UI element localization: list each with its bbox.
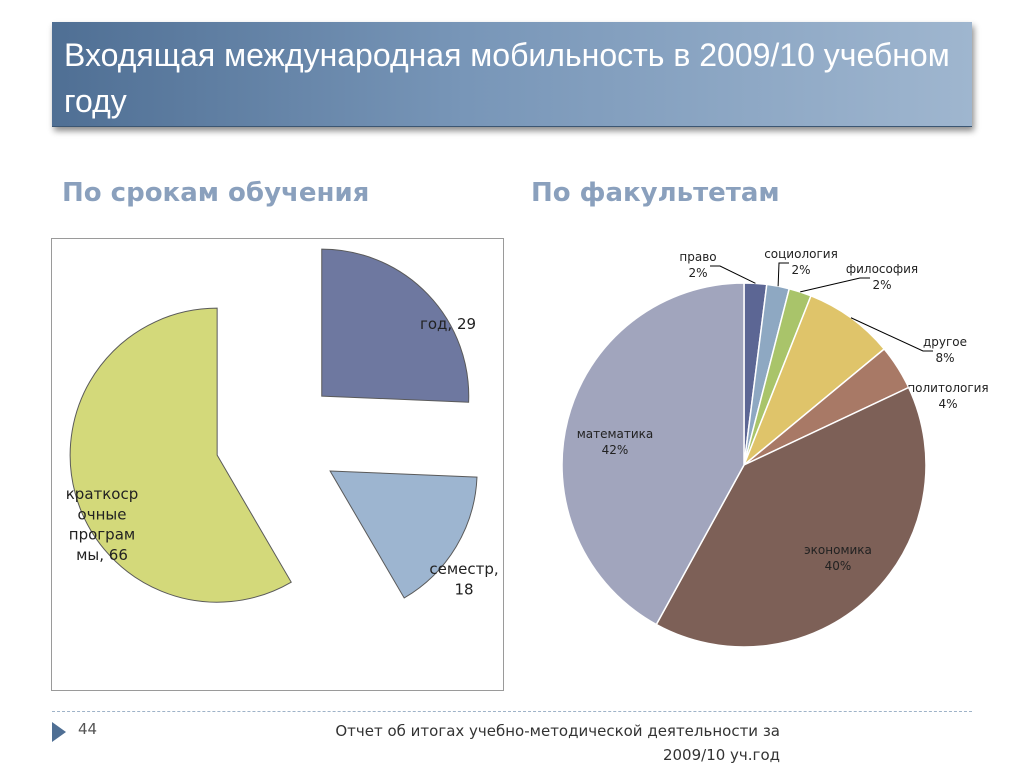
- duration-chart-frame: год, 29 семестр, 18 краткоср очные програм мы,…: [51, 238, 504, 691]
- faculty-slice-label-2: философия 2%: [846, 262, 918, 292]
- duration-slice-0: [321, 248, 470, 403]
- footer-text: Отчет об итогах учебно-методической деят…: [335, 722, 780, 764]
- page-number: 44: [78, 720, 98, 738]
- footer-divider: [52, 711, 972, 712]
- duration-slice-2: [69, 307, 292, 603]
- slide-title: Входящая международная мобильность в 200…: [64, 37, 950, 119]
- right-chart-heading: По факультетам: [531, 178, 780, 208]
- faculty-slice-label-0: право 2%: [679, 250, 716, 280]
- faculty-slice-label-3: другое 8%: [923, 335, 967, 365]
- footer-arrow-icon: [52, 722, 66, 742]
- faculty-slice-6: [561, 282, 745, 626]
- faculty-slice-3: [743, 294, 886, 466]
- faculty-leader-line-2: [800, 277, 870, 293]
- faculty-leader-line-0: [710, 265, 756, 284]
- faculty-leader-line-3: [850, 317, 933, 352]
- duration-slice-label-2: краткоср очные програм мы, 66: [66, 485, 139, 564]
- title-bar: Входящая международная мобильность в 200…: [52, 22, 972, 127]
- faculty-slice-label-1: социология 2%: [764, 247, 838, 277]
- faculty-slice-label-5: экономика 40%: [804, 543, 872, 573]
- duration-slice-label-0: год, 29: [420, 315, 476, 333]
- duration-slice-1: [329, 470, 478, 599]
- faculty-slice-5: [655, 386, 927, 648]
- duration-pie-chart: год, 29 семестр, 18 краткоср очные програм мы,…: [66, 248, 499, 603]
- faculty-pie-chart: право 2% социология 2% философия 2% другое 8% по…: [561, 247, 989, 648]
- faculty-leader-line-1: [777, 262, 789, 287]
- faculty-slice-label-4: политология 4%: [907, 381, 988, 411]
- duration-slice-label-1: семестр, 18: [429, 560, 498, 598]
- left-chart-heading: По срокам обучения: [62, 178, 370, 208]
- faculty-slice-label-6: математика 42%: [577, 427, 654, 457]
